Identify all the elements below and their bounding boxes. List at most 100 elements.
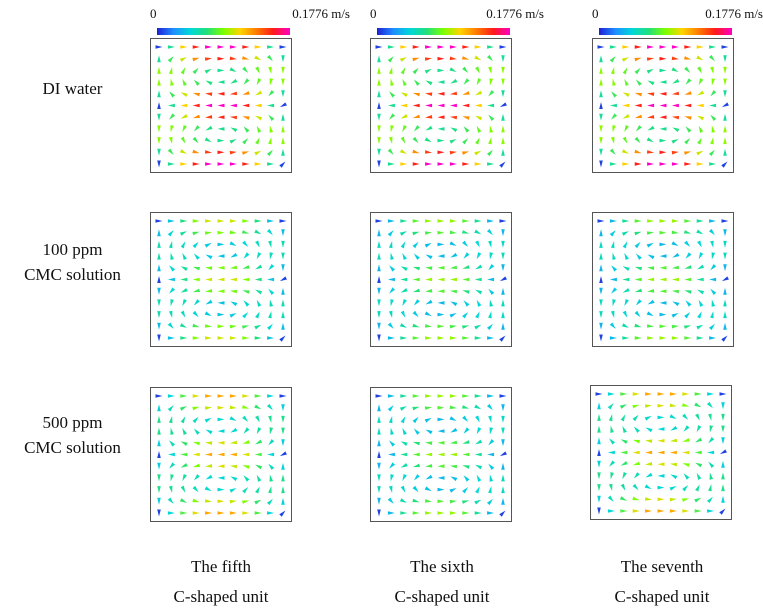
vector-field xyxy=(155,219,287,342)
velocity-arrow xyxy=(707,392,715,396)
velocity-arrow xyxy=(229,277,237,282)
velocity-arrow xyxy=(476,252,482,260)
velocity-arrow xyxy=(180,219,188,223)
velocity-arrow xyxy=(267,336,275,340)
velocity-arrow xyxy=(488,137,492,145)
velocity-arrow xyxy=(647,162,655,166)
column-label-line: C-shaped unit xyxy=(614,587,710,606)
velocity-arrow xyxy=(499,276,507,282)
velocity-arrow xyxy=(486,498,493,506)
velocity-arrow xyxy=(377,287,381,295)
velocity-arrow xyxy=(412,336,420,340)
velocity-arrow xyxy=(488,415,492,423)
velocity-arrow xyxy=(607,509,615,513)
velocity-arrow xyxy=(635,253,642,260)
velocity-arrow xyxy=(266,149,273,157)
colorbar-1: 0 0.1776 m/s xyxy=(150,6,350,38)
velocity-arrow xyxy=(597,413,601,421)
velocity-arrow xyxy=(242,277,250,282)
velocity-arrow xyxy=(402,298,407,307)
velocity-arrow xyxy=(267,219,275,223)
velocity-arrow xyxy=(229,230,237,235)
velocity-arrow xyxy=(377,404,381,412)
velocity-arrow xyxy=(499,451,507,457)
velocity-arrow xyxy=(461,405,470,409)
velocity-arrow xyxy=(180,162,188,166)
velocity-arrow xyxy=(645,450,653,455)
velocity-arrow xyxy=(281,240,285,248)
velocity-arrow xyxy=(180,136,186,144)
velocity-arrow xyxy=(230,476,238,482)
velocity-arrow xyxy=(634,67,641,75)
velocity-arrow xyxy=(657,439,665,443)
velocity-arrow xyxy=(167,56,174,63)
velocity-arrow xyxy=(644,484,652,490)
velocity-arrow xyxy=(412,452,420,457)
velocity-arrow xyxy=(204,406,213,410)
velocity-arrow xyxy=(684,103,692,108)
velocity-arrow xyxy=(723,113,727,121)
velocity-arrow xyxy=(696,277,704,282)
velocity-arrow xyxy=(390,427,394,435)
velocity-arrow xyxy=(710,66,714,74)
velocity-arrow xyxy=(169,113,176,120)
velocity-arrow xyxy=(697,66,702,74)
velocity-arrow xyxy=(449,45,457,49)
velocity-arrow xyxy=(169,440,176,447)
velocity-arrow xyxy=(634,323,642,328)
velocity-arrow xyxy=(449,452,457,457)
velocity-arrow xyxy=(437,230,445,235)
velocity-arrow xyxy=(644,497,653,501)
velocity-arrow xyxy=(192,231,200,236)
velocity-arrow xyxy=(669,392,677,396)
velocity-arrow xyxy=(647,266,655,270)
velocity-arrow xyxy=(281,299,285,307)
velocity-arrow xyxy=(217,336,225,340)
velocity-arrow xyxy=(269,427,274,435)
velocity-arrow xyxy=(157,90,161,98)
vector-field xyxy=(375,219,507,342)
vector-field xyxy=(155,394,287,517)
column-label-sixth: The sixth C-shaped unit xyxy=(342,552,542,612)
velocity-arrow xyxy=(476,474,482,482)
velocity-arrow xyxy=(377,451,381,458)
velocity-arrow xyxy=(281,439,285,447)
velocity-arrow xyxy=(180,288,188,293)
velocity-arrow xyxy=(721,495,725,503)
vector-field xyxy=(595,392,727,515)
velocity-arrow xyxy=(192,277,200,282)
velocity-arrow xyxy=(168,136,173,145)
velocity-arrow xyxy=(412,406,420,411)
velocity-arrow xyxy=(672,78,680,84)
velocity-arrow xyxy=(723,322,727,330)
velocity-arrow xyxy=(672,127,680,133)
velocity-arrow xyxy=(266,228,273,236)
velocity-arrow xyxy=(437,254,445,258)
velocity-arrow xyxy=(281,252,285,260)
velocity-arrow xyxy=(462,277,470,282)
velocity-arrow xyxy=(377,334,381,342)
velocity-arrow xyxy=(269,125,274,133)
velocity-arrow xyxy=(193,428,200,435)
velocity-arrow xyxy=(377,509,381,517)
velocity-arrow xyxy=(388,415,393,424)
velocity-arrow xyxy=(170,427,174,435)
velocity-arrow xyxy=(474,229,482,235)
velocity-arrow xyxy=(437,242,445,247)
velocity-arrow xyxy=(683,56,692,60)
velocity-arrow xyxy=(400,114,408,119)
velocity-arrow xyxy=(610,136,615,145)
vector-panel-r1-c2 xyxy=(592,212,734,347)
velocity-arrow xyxy=(387,277,395,282)
velocity-arrow xyxy=(157,102,161,109)
velocity-arrow xyxy=(169,462,176,469)
velocity-arrow xyxy=(633,472,640,479)
velocity-arrow xyxy=(644,415,652,421)
velocity-arrow xyxy=(501,252,505,260)
velocity-arrow xyxy=(241,56,250,60)
velocity-arrow xyxy=(267,394,275,398)
velocity-arrow xyxy=(681,403,690,407)
velocity-arrow xyxy=(437,499,445,504)
velocity-arrow xyxy=(192,266,201,271)
velocity-arrow xyxy=(377,78,381,86)
